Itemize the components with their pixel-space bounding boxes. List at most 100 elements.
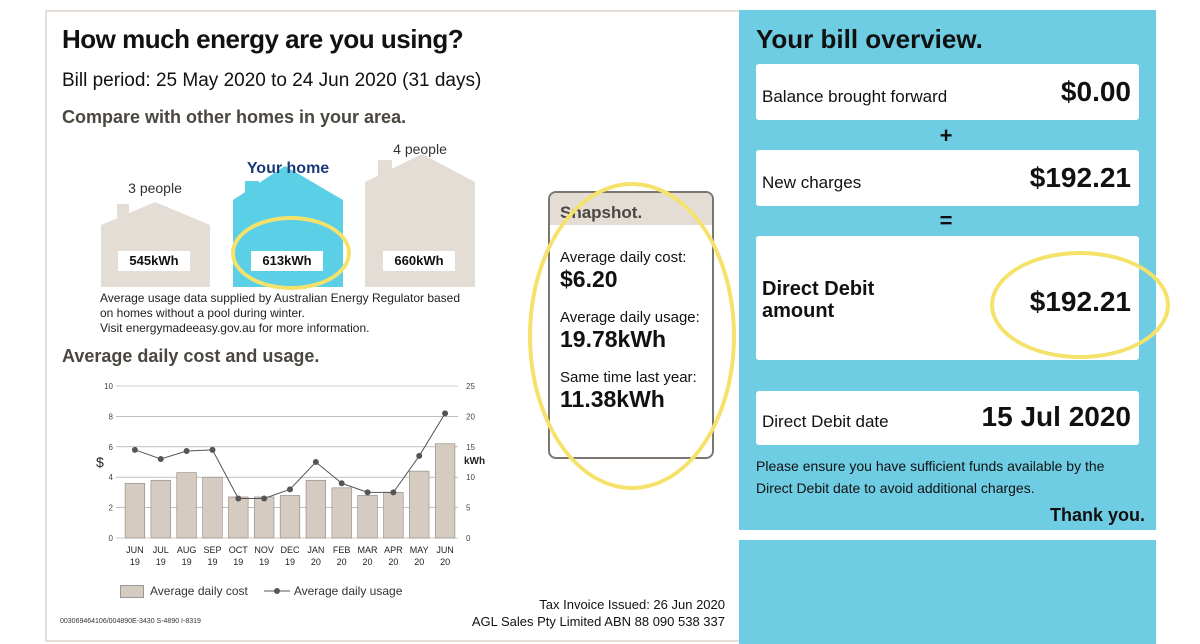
legend-usage-line-icon — [263, 588, 290, 594]
cost-bar — [150, 479, 171, 539]
usage-point — [183, 448, 190, 455]
your-home-label: Your home — [246, 160, 330, 177]
house-3-people-kwh: 545kWh — [118, 251, 190, 271]
balance-label: Balance brought forward — [762, 87, 948, 106]
legend-cost-label: Average daily cost — [150, 584, 248, 598]
chart-heading: Average daily cost and usage. — [62, 346, 320, 366]
month-label: JAN — [307, 545, 324, 555]
legend-usage-label: Average daily usage — [293, 584, 403, 598]
y2-tick-label: 10 — [466, 473, 475, 482]
cost-bar — [202, 476, 223, 539]
cost-bar — [305, 479, 326, 539]
dd-date-label: Direct Debit date — [762, 412, 889, 431]
balance-value: $0.00 — [1060, 76, 1131, 107]
new-charges-value: $192.21 — [1029, 162, 1131, 193]
usage-point — [261, 495, 268, 502]
usage-point — [287, 486, 293, 493]
cost-bar — [357, 495, 378, 539]
usage-point — [338, 480, 345, 487]
month-label: JUN — [436, 545, 454, 555]
month-label: FEB — [333, 545, 351, 555]
cost-bar — [124, 482, 146, 539]
highlight-circle-snapshot — [528, 182, 736, 490]
usage-point — [364, 489, 371, 496]
y-tick-label: 2 — [109, 504, 114, 513]
house-3-people-label: 3 people — [128, 180, 182, 196]
highlight-circle-your-home — [231, 216, 351, 290]
year-label: 19 — [233, 557, 243, 567]
cost-bar — [331, 487, 352, 539]
usage-point — [312, 459, 319, 465]
note-line: on homes without a pool during winter. — [100, 306, 305, 320]
energy-title: How much energy are you using? — [62, 24, 464, 54]
year-label: 20 — [388, 557, 398, 567]
daily-cost-usage-chart: 0 2 4 6 8 10 0 5 10 15 20 25 $ kWh JUN 19 JUL 19 AUG 19 SEP 1… — [96, 382, 485, 567]
y-tick-label: 10 — [104, 382, 113, 391]
cost-bar — [409, 470, 430, 539]
thank-you-text: Thank you. — [1050, 505, 1146, 525]
usage-data-note: Average usage data supplied by Australia… — [100, 291, 490, 336]
month-label: DEC — [280, 545, 300, 555]
cost-bar — [279, 495, 301, 539]
dd-amount-label-line1: Direct Debit — [762, 278, 875, 300]
cost-bar — [228, 496, 249, 539]
highlight-circle-dd-amount — [990, 251, 1170, 359]
company-abn: AGL Sales Pty Limited ABN 88 090 538 337 — [471, 614, 725, 629]
ensure-funds-note: Please ensure you have sufficient funds … — [756, 458, 1105, 496]
usage-point — [390, 489, 397, 496]
equals-sign: = — [939, 208, 953, 233]
house-your-home-chimney — [245, 181, 259, 201]
year-label: 19 — [207, 557, 217, 567]
house-4-people-chimney — [378, 160, 392, 182]
chart-legend: Average daily cost Average daily usage — [120, 584, 402, 598]
tax-invoice-issued: Tax Invoice Issued: 26 Jun 2020 — [539, 597, 725, 612]
y-tick-label: 4 — [109, 473, 114, 482]
direct-debit-amount-label: Direct Debit amount — [762, 278, 874, 322]
usage-point — [157, 455, 164, 462]
year-label: 19 — [259, 557, 269, 567]
year-label: 19 — [156, 557, 166, 567]
bill-panel-lower-strip — [739, 540, 1156, 644]
y2-tick-label: 15 — [466, 443, 475, 452]
document-id: 003069464106/004890E-3430 S-4890 I-8319 — [60, 618, 201, 625]
year-label: 20 — [414, 557, 424, 567]
note-line: Average usage data supplied by Australia… — [100, 291, 461, 305]
year-label: 19 — [285, 557, 295, 567]
month-label: JUN — [126, 545, 144, 555]
year-label: 20 — [337, 557, 347, 567]
note-line: Visit energymadeeasy.gov.au for more inf… — [100, 321, 370, 335]
usage-point — [209, 446, 216, 453]
y-tick-label: 8 — [109, 412, 114, 421]
y-tick-label: 6 — [109, 443, 114, 452]
y-tick-label: 0 — [109, 534, 114, 543]
balance-card: Balance brought forward $0.00 — [756, 64, 1139, 120]
house-4-people-kwh: 660kWh — [383, 251, 455, 271]
new-charges-card: New charges $192.21 — [756, 150, 1139, 206]
bill-overview-title: Your bill overview. — [756, 24, 983, 54]
y2-tick-label: 20 — [466, 412, 475, 421]
month-label: SEP — [203, 545, 221, 555]
dd-amount-label-line2: amount — [762, 300, 835, 322]
usage-point — [131, 446, 138, 453]
cost-bar — [434, 443, 456, 539]
month-label: OCT — [229, 545, 249, 555]
usage-point — [416, 452, 423, 459]
month-label: MAR — [358, 545, 379, 555]
y-axis-label: $ — [96, 454, 104, 470]
house-4-people-label: 4 people — [393, 141, 447, 157]
month-label: JUL — [153, 545, 169, 555]
usage-point — [235, 495, 242, 502]
direct-debit-date-card: Direct Debit date 15 Jul 2020 — [756, 391, 1139, 445]
new-charges-label: New charges — [762, 173, 862, 192]
year-label: 20 — [311, 557, 321, 567]
month-label: NOV — [254, 545, 274, 555]
month-label: MAY — [410, 545, 429, 555]
y2-tick-label: 5 — [466, 504, 471, 513]
year-label: 20 — [363, 557, 373, 567]
usage-point — [442, 410, 449, 417]
month-label: APR — [384, 545, 403, 555]
legend-cost-swatch — [120, 584, 144, 598]
year-label: 19 — [182, 557, 192, 567]
cost-bar — [383, 492, 404, 539]
dd-date-value: 15 Jul 2020 — [981, 401, 1131, 432]
